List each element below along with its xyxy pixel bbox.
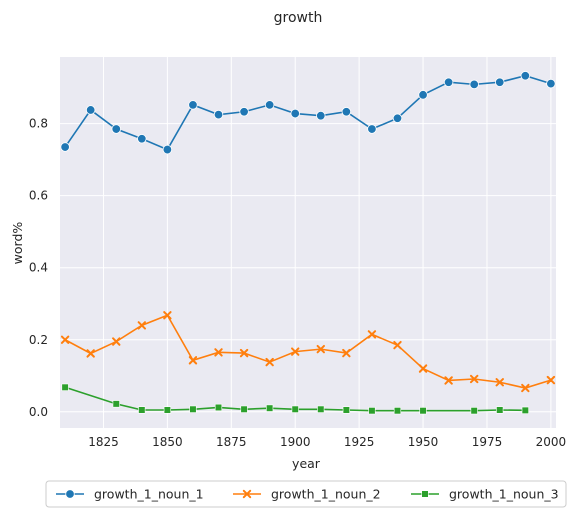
data-point xyxy=(137,134,147,144)
data-point xyxy=(188,356,198,365)
x-tick-label: 1925 xyxy=(344,435,375,449)
x-tick-label: 1875 xyxy=(216,435,247,449)
data-point xyxy=(546,375,556,385)
legend-marker xyxy=(65,489,75,499)
x-tick-label: 1975 xyxy=(472,435,503,449)
data-point xyxy=(546,78,556,89)
x-tick-label: 1825 xyxy=(88,435,119,449)
data-point xyxy=(316,344,325,354)
data-point xyxy=(316,111,326,121)
data-point xyxy=(342,348,351,358)
data-point xyxy=(393,407,402,415)
data-point xyxy=(368,407,376,415)
data-point xyxy=(60,335,70,344)
x-axis-label: year xyxy=(292,456,321,471)
data-point xyxy=(470,407,478,415)
data-point xyxy=(214,348,223,357)
data-point xyxy=(239,107,249,117)
data-point xyxy=(495,77,505,87)
y-tick-label: 0.0 xyxy=(29,405,48,419)
x-tick-label: 1950 xyxy=(408,435,439,449)
data-point xyxy=(86,349,95,358)
y-tick-label: 0.2 xyxy=(29,333,48,347)
y-axis-ticks: 0.0 0.2 0.4 0.6 0.8 xyxy=(29,117,48,419)
series-growth_1_noun_1 xyxy=(60,71,556,155)
data-point xyxy=(85,105,96,115)
data-point xyxy=(163,311,172,320)
series-layer xyxy=(60,71,556,415)
data-point xyxy=(162,144,173,155)
data-point xyxy=(367,330,377,339)
data-point xyxy=(61,383,69,391)
series-growth_1_noun_2 xyxy=(60,311,556,393)
data-point xyxy=(520,71,531,81)
data-point xyxy=(418,364,428,373)
data-point xyxy=(188,100,198,110)
legend-entry: growth_1_noun_3 xyxy=(411,487,559,502)
y-axis-label: word% xyxy=(10,222,25,265)
y-tick-label: 0.8 xyxy=(29,117,48,131)
legend-label: growth_1_noun_3 xyxy=(449,487,559,502)
data-point xyxy=(342,406,350,414)
data-point xyxy=(393,340,402,350)
chart-title: growth xyxy=(274,10,323,26)
data-point xyxy=(239,348,249,358)
x-tick-label: 2000 xyxy=(536,435,567,449)
plot-area xyxy=(60,57,556,428)
data-point xyxy=(418,90,428,100)
data-point xyxy=(189,405,197,413)
data-point xyxy=(291,405,299,413)
data-point xyxy=(469,374,479,384)
legend-frame xyxy=(45,480,567,508)
data-point xyxy=(163,406,171,414)
data-point xyxy=(213,109,224,120)
data-point xyxy=(264,100,275,110)
data-point xyxy=(367,124,377,134)
data-point xyxy=(341,107,352,117)
data-point xyxy=(469,79,479,90)
x-tick-label: 1850 xyxy=(152,435,183,449)
data-point xyxy=(112,337,121,346)
legend-entry: growth_1_noun_1 xyxy=(56,487,204,502)
data-point xyxy=(521,406,529,414)
series-growth_1_noun_3 xyxy=(61,383,529,415)
data-point xyxy=(266,404,274,412)
data-point xyxy=(112,400,120,408)
grid-lines xyxy=(60,57,556,428)
data-point xyxy=(138,406,146,414)
data-point xyxy=(521,383,530,393)
x-axis-ticks: 1825 1850 1875 1900 1925 1950 1975 2000 xyxy=(88,435,566,449)
data-point xyxy=(111,124,121,134)
data-point xyxy=(317,405,325,413)
legend-marker xyxy=(421,490,429,498)
data-point xyxy=(444,376,453,385)
x-tick-label: 1900 xyxy=(280,435,311,449)
data-point xyxy=(60,142,70,152)
legend-marker xyxy=(242,489,252,499)
data-point xyxy=(290,108,300,119)
data-point xyxy=(495,378,504,387)
data-point xyxy=(291,347,300,356)
series-line xyxy=(64,314,552,389)
data-point xyxy=(496,406,504,414)
y-tick-label: 0.4 xyxy=(29,261,48,275)
data-point xyxy=(265,357,274,367)
y-tick-label: 0.6 xyxy=(29,189,48,203)
data-point xyxy=(419,407,427,415)
data-point xyxy=(392,113,403,123)
legend-label: growth_1_noun_1 xyxy=(94,487,204,502)
legend-entry: growth_1_noun_2 xyxy=(233,487,381,502)
data-point xyxy=(214,403,223,412)
data-point xyxy=(443,77,454,87)
data-point xyxy=(137,321,147,330)
legend: growth_1_noun_1 growth_1_noun_2 growth_1_n… xyxy=(45,480,567,508)
legend-label: growth_1_noun_2 xyxy=(271,487,381,502)
data-point xyxy=(240,405,248,413)
